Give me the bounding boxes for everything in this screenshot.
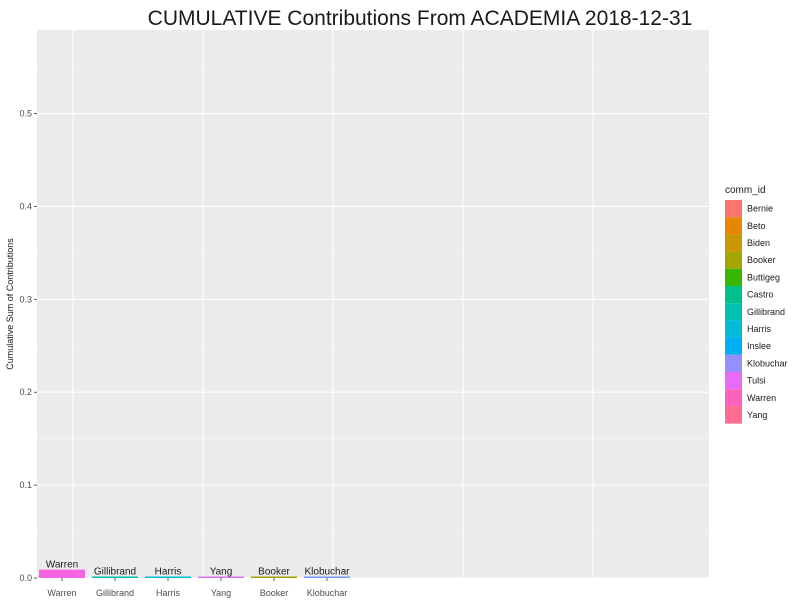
legend-key-harris <box>725 320 742 338</box>
legend-key-tulsi <box>725 372 742 390</box>
plot-panel <box>37 30 709 578</box>
y-tick-label: 0.0 <box>19 573 32 583</box>
legend-label-tulsi: Tulsi <box>747 376 766 386</box>
bar-harris <box>145 576 191 578</box>
legend-key-bernie <box>725 200 742 218</box>
legend-label-booker: Booker <box>747 255 776 265</box>
legend-key-biden <box>725 234 742 252</box>
bar-labels: Warren Gillibrand Harris Yang Booker Klobucha… <box>46 560 350 578</box>
y-tick-label: 0.4 <box>19 201 32 211</box>
gridlines <box>37 30 709 579</box>
legend-label-gillibrand: Gillibrand <box>747 307 785 317</box>
bar-label-warren: Warren <box>46 560 78 571</box>
x-tick-label-gillibrand: Gillibrand <box>96 588 134 598</box>
legend-items: Bernie Beto Biden Booker Buttigeg Castro Gilli… <box>725 200 788 424</box>
legend-title: comm_id <box>725 185 766 196</box>
legend-label-harris: Harris <box>747 324 771 334</box>
legend-label-castro: Castro <box>747 290 774 300</box>
legend-key-warren <box>725 389 742 407</box>
y-tick-label: 0.2 <box>19 387 32 397</box>
legend-label-bernie: Bernie <box>747 204 773 214</box>
x-tick-label-harris: Harris <box>156 588 180 598</box>
bar-label-yang: Yang <box>210 567 233 578</box>
legend: comm_id Bernie Beto Biden Booker Buttigeg Cas… <box>725 185 788 424</box>
legend-label-biden: Biden <box>747 238 770 248</box>
legend-label-buttigeg: Buttigeg <box>747 272 780 282</box>
bar-yang <box>198 576 244 578</box>
legend-label-beto: Beto <box>747 221 766 231</box>
legend-key-inslee <box>725 337 742 355</box>
bar-label-harris: Harris <box>155 567 182 578</box>
bar-warren <box>39 569 85 578</box>
x-tick-label-booker: Booker <box>260 588 289 598</box>
x-axis-ticks: Warren Gillibrand Harris Yang Booker Klobucha… <box>47 578 347 598</box>
x-tick-label-klobuchar: Klobuchar <box>307 588 348 598</box>
bar-label-gillibrand: Gillibrand <box>94 567 136 578</box>
legend-key-buttigeg <box>725 268 742 286</box>
legend-label-yang: Yang <box>747 410 767 420</box>
bar-label-booker: Booker <box>258 567 290 578</box>
legend-key-klobuchar <box>725 354 742 372</box>
x-tick-label-warren: Warren <box>47 588 76 598</box>
y-axis-ticks: 0.0 0.1 0.2 0.3 0.4 0.5 <box>19 109 37 583</box>
legend-label-inslee: Inslee <box>747 341 771 351</box>
legend-key-castro <box>725 286 742 304</box>
legend-label-klobuchar: Klobuchar <box>747 358 788 368</box>
y-tick-label: 0.5 <box>19 109 32 119</box>
legend-key-beto <box>725 217 742 235</box>
y-tick-label: 0.1 <box>19 480 32 490</box>
legend-key-booker <box>725 251 742 269</box>
bar-label-klobuchar: Klobuchar <box>304 567 350 578</box>
legend-label-warren: Warren <box>747 393 776 403</box>
bar-klobuchar <box>304 576 350 578</box>
x-tick-label-yang: Yang <box>211 588 231 598</box>
bars <box>39 569 350 578</box>
bar-booker <box>251 576 297 578</box>
legend-key-gillibrand <box>725 303 742 321</box>
y-axis-title: Cumulative Sum of Contributions <box>5 238 15 370</box>
legend-key-yang <box>725 406 742 424</box>
y-tick-label: 0.3 <box>19 294 32 304</box>
bar-gillibrand <box>92 576 138 578</box>
chart-title: CUMULATIVE Contributions From ACADEMIA 2… <box>148 7 693 30</box>
